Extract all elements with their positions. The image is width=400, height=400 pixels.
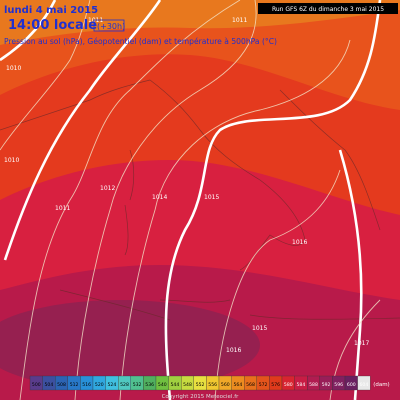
legend-label: 524 bbox=[108, 382, 117, 388]
legend-label: 532 bbox=[133, 382, 142, 388]
legend-label: 516 bbox=[82, 382, 91, 388]
isobar bbox=[119, 39, 351, 400]
legend-label: 560 bbox=[221, 382, 230, 388]
contour bbox=[164, 0, 382, 400]
isobar-label: 1014 bbox=[152, 194, 167, 201]
legend-label: 520 bbox=[95, 382, 104, 388]
isobar-label: 1010 bbox=[4, 157, 19, 164]
legend-label: 544 bbox=[171, 382, 180, 388]
isobar bbox=[214, 169, 341, 400]
contour bbox=[0, 0, 57, 62]
lead-time: (+30h) bbox=[97, 22, 125, 31]
legend-label: 572 bbox=[259, 382, 268, 388]
legend-label: 580 bbox=[284, 382, 293, 388]
isobar bbox=[0, 0, 91, 151]
legend-label: 528 bbox=[120, 382, 129, 388]
isobar-label: 1011 bbox=[88, 17, 103, 24]
legend-unit: (dam) bbox=[373, 382, 390, 388]
legend-label: 536 bbox=[145, 382, 154, 388]
legend-label: 552 bbox=[196, 382, 205, 388]
isobar-label: 1011 bbox=[55, 205, 70, 212]
run-box bbox=[258, 3, 398, 14]
subtitle: Pression au sol (hPa), Géopotentiel (dam… bbox=[4, 37, 277, 46]
coastline bbox=[0, 79, 400, 321]
legend-label: 504 bbox=[45, 382, 54, 388]
isobar-label: 1010 bbox=[6, 65, 21, 72]
isobar-label: 1016 bbox=[292, 239, 307, 246]
run-info: Run GFS 6Z du dimanche 3 mai 2015 bbox=[272, 6, 384, 13]
isobar-label: 1015 bbox=[204, 194, 219, 201]
legend-label: 500 bbox=[32, 382, 41, 388]
legend-label: 540 bbox=[158, 382, 167, 388]
isobar bbox=[74, 0, 257, 400]
legend-label: 576 bbox=[271, 382, 280, 388]
band bbox=[0, 300, 260, 390]
isobar-label: 1016 bbox=[226, 347, 241, 354]
contour bbox=[3, 0, 162, 261]
lead-box bbox=[93, 19, 125, 32]
legend-label: 604 bbox=[360, 382, 369, 388]
legend-label: 584 bbox=[297, 382, 306, 388]
color-legend: 500 504 508 512 516 520 524 528 532 536 540 544 548 5… bbox=[29, 375, 390, 391]
legend-label: 600 bbox=[347, 382, 356, 388]
isobar-label: 1012 bbox=[100, 185, 115, 192]
legend-label: 512 bbox=[70, 382, 79, 388]
legend-label: 596 bbox=[334, 382, 343, 388]
isobar-label: 1017 bbox=[354, 340, 369, 347]
legend-label: 548 bbox=[183, 382, 192, 388]
isobar-label: 1015 bbox=[252, 325, 267, 332]
copyright: Copyright 2015 Meteociel.fr bbox=[162, 394, 240, 400]
legend-label: 564 bbox=[234, 382, 243, 388]
isobar-label: 1011 bbox=[232, 17, 247, 24]
time: 14:00 locale bbox=[8, 18, 97, 33]
legend-label: 588 bbox=[309, 382, 318, 388]
legend-label: 508 bbox=[57, 382, 66, 388]
legend-label: 568 bbox=[246, 382, 255, 388]
legend-label: 592 bbox=[322, 382, 331, 388]
isobar bbox=[19, 0, 241, 400]
legend-label: 556 bbox=[208, 382, 217, 388]
date: lundi 4 mai 2015 bbox=[4, 5, 98, 16]
legend-swatch bbox=[357, 375, 371, 391]
